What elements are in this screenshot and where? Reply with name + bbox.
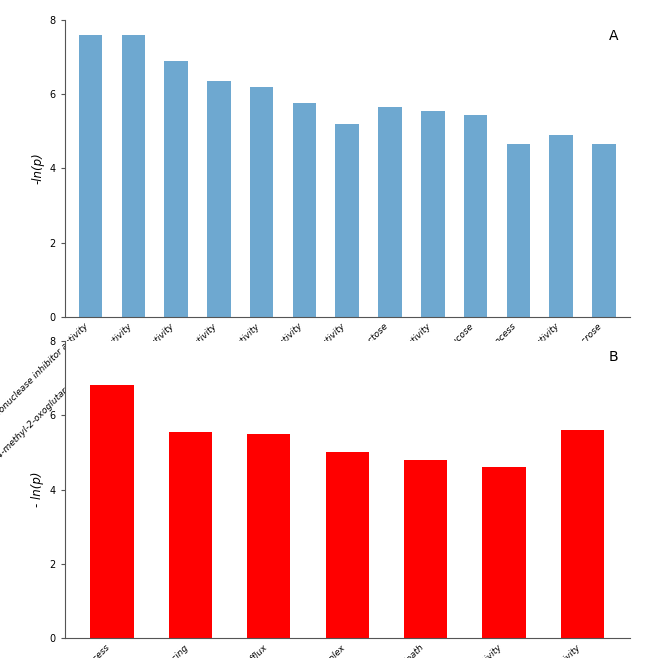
Bar xyxy=(247,434,290,638)
Y-axis label: -ln(p): -ln(p) xyxy=(31,153,44,184)
Bar xyxy=(378,107,402,317)
Bar xyxy=(326,453,369,638)
Bar xyxy=(482,467,526,638)
Text: B: B xyxy=(609,350,618,364)
Bar xyxy=(549,135,573,317)
Bar xyxy=(592,144,616,317)
Bar xyxy=(421,111,445,317)
Bar xyxy=(164,61,188,317)
Bar xyxy=(169,432,212,638)
Bar xyxy=(293,103,316,317)
Bar xyxy=(121,35,145,317)
Y-axis label: - ln(p): - ln(p) xyxy=(31,472,44,507)
Bar xyxy=(207,81,230,317)
Bar xyxy=(464,114,487,317)
Bar xyxy=(561,430,604,638)
Bar xyxy=(79,35,103,317)
Bar xyxy=(250,87,273,317)
X-axis label: GO terms: GO terms xyxy=(319,512,376,525)
Text: A: A xyxy=(609,29,618,43)
Bar xyxy=(507,144,530,317)
Bar xyxy=(90,386,134,638)
Bar xyxy=(404,460,447,638)
Bar xyxy=(336,124,359,317)
